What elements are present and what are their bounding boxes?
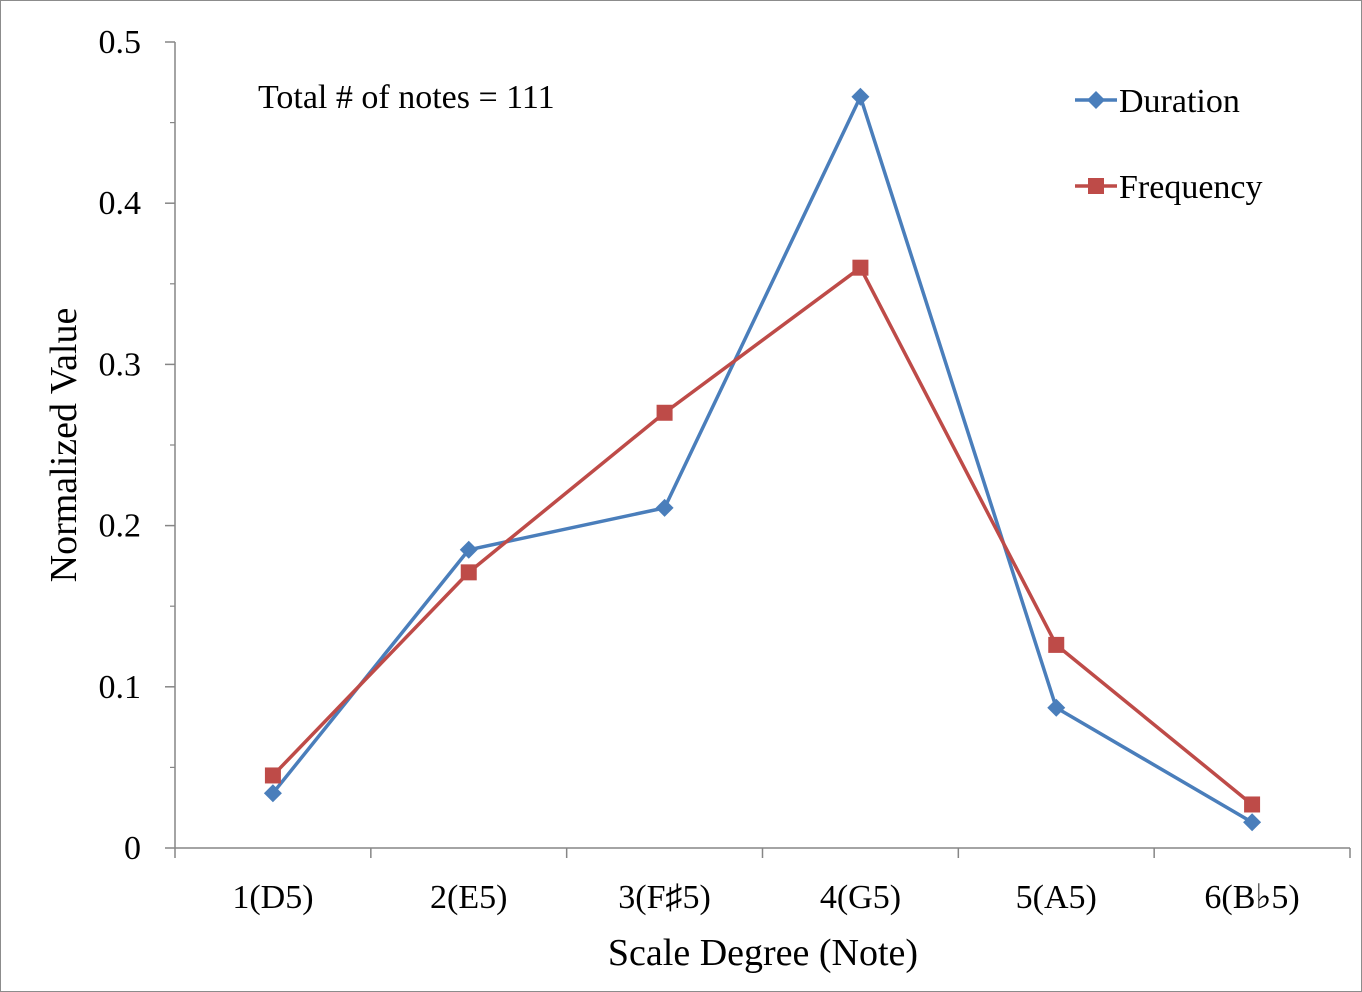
y-tick-label: 0.1	[99, 669, 142, 706]
legend-swatch-marker	[1087, 91, 1105, 109]
frequency-line	[271, 265, 1254, 806]
legend-label: Duration	[1119, 83, 1240, 120]
x-tick-label: 6(B♭5)	[1204, 879, 1299, 916]
frequency-series	[264, 259, 1261, 813]
x-tick-label: 1(D5)	[232, 879, 313, 916]
x-axis-ticks: 1(D5) 2(E5) 3(F♯5) 4(G5) 5(A5) 6(B♭5)	[174, 848, 1351, 916]
total-notes-annotation: Total # of notes = 111	[258, 79, 555, 116]
frequency-point	[852, 259, 869, 276]
legend: Duration Frequency	[1075, 83, 1263, 206]
duration-point	[851, 87, 870, 106]
frequency-point	[264, 767, 281, 784]
y-axis-ticks: 0 0.1 0.2 0.3 0.4 0.5	[99, 24, 175, 867]
legend-swatch-marker	[1088, 178, 1104, 194]
y-tick-label: 0.2	[99, 508, 142, 545]
frequency-point	[1244, 796, 1261, 813]
x-axis-title: Scale Degree (Note)	[608, 932, 918, 974]
duration-point	[1243, 813, 1262, 832]
y-tick-label: 0.4	[99, 185, 142, 222]
series-layer	[263, 87, 1262, 832]
frequency-point	[656, 404, 673, 421]
y-axis-title: Normalized Value	[43, 308, 85, 583]
x-tick-label: 2(E5)	[430, 879, 507, 916]
duration-point	[459, 540, 478, 559]
duration-point	[655, 498, 674, 517]
x-tick-label: 3(F♯5)	[618, 879, 711, 916]
x-tick-label: 4(G5)	[820, 879, 901, 916]
legend-label: Frequency	[1119, 169, 1263, 206]
y-tick-label: 0.5	[99, 24, 142, 61]
axes	[174, 42, 1350, 849]
y-tick-label: 0	[124, 830, 141, 867]
duration-point	[1047, 698, 1066, 717]
duration-series	[263, 87, 1262, 832]
legend-item-duration: Duration	[1075, 83, 1240, 120]
frequency-point	[460, 564, 477, 581]
frequency-point	[1048, 636, 1065, 653]
legend-item-frequency: Frequency	[1075, 169, 1263, 206]
duration-line	[271, 95, 1253, 824]
duration-point	[263, 784, 282, 803]
x-tick-label: 5(A5)	[1016, 879, 1097, 916]
y-tick-label: 0.3	[99, 346, 142, 383]
